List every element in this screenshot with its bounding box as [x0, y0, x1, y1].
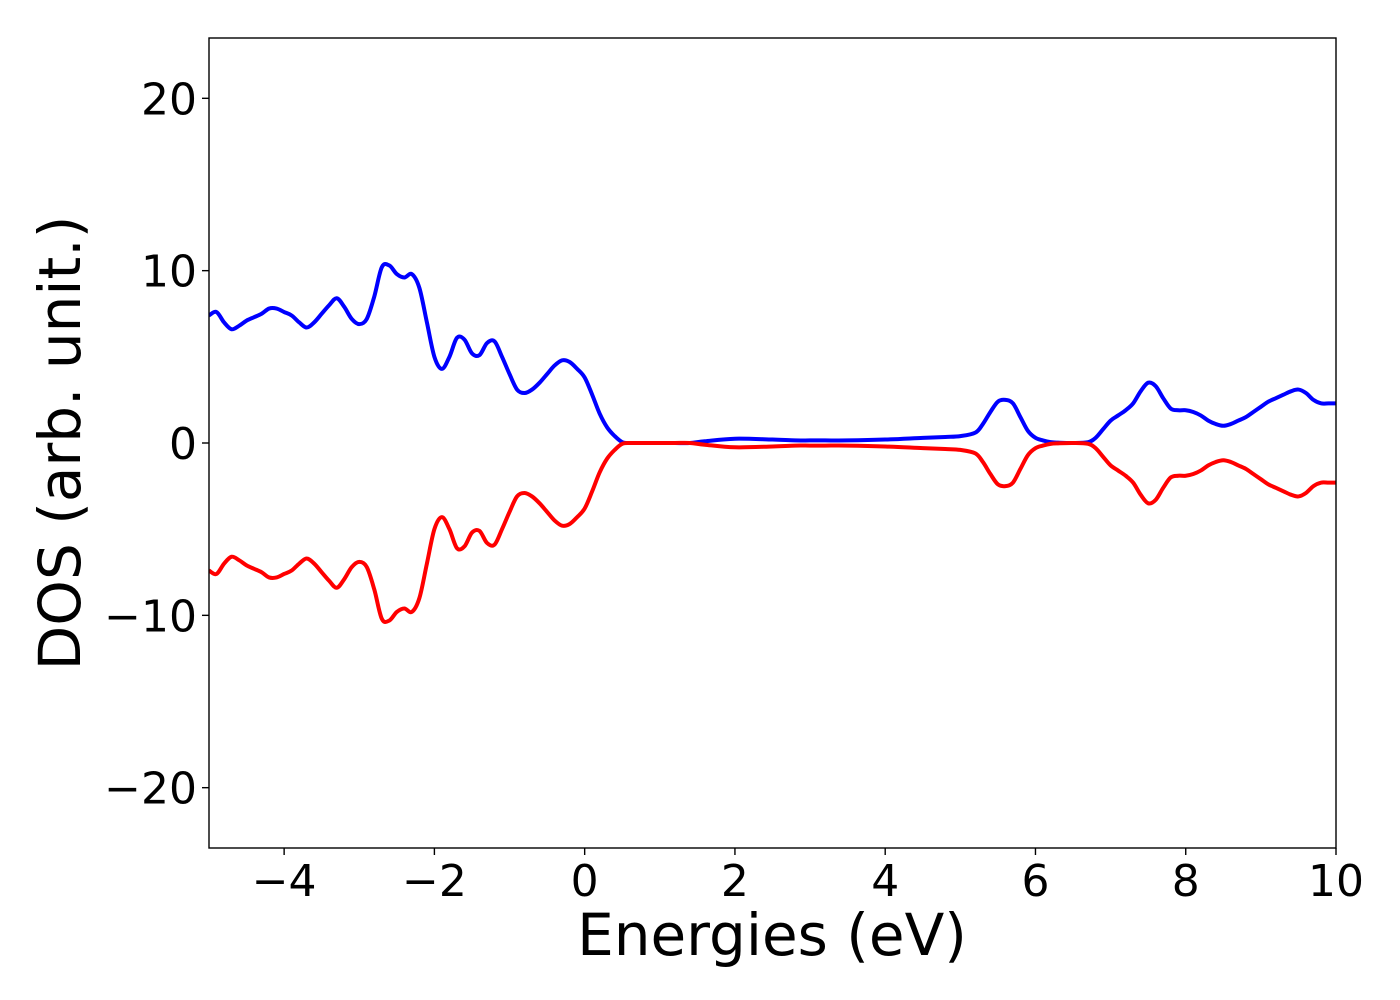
series-layer	[209, 261, 1336, 625]
x-tick-label: 4	[871, 856, 899, 907]
x-tick-label: 8	[1172, 856, 1200, 907]
x-tick-label: 2	[721, 856, 749, 907]
dos-series-line-2	[209, 440, 1336, 625]
y-tick-label: 10	[141, 247, 197, 298]
x-tick-label: −2	[402, 856, 467, 907]
y-axis-ticks: −20 −10 0 10 20	[104, 74, 209, 815]
x-tick-label: 6	[1021, 856, 1049, 907]
x-axis-label: Energies (eV)	[577, 901, 967, 969]
y-tick-label: −20	[104, 764, 197, 815]
x-axis-ticks: −4 −2 0 2 4 6 8 10	[252, 848, 1364, 907]
y-tick-label: −10	[104, 591, 197, 642]
y-tick-label: 0	[169, 419, 197, 470]
x-tick-label: 0	[571, 856, 599, 907]
x-tick-label: 10	[1308, 856, 1364, 907]
y-axis-label: DOS (arb. unit.)	[26, 216, 94, 671]
x-tick-label: −4	[252, 856, 317, 907]
y-tick-label: 20	[141, 74, 197, 125]
